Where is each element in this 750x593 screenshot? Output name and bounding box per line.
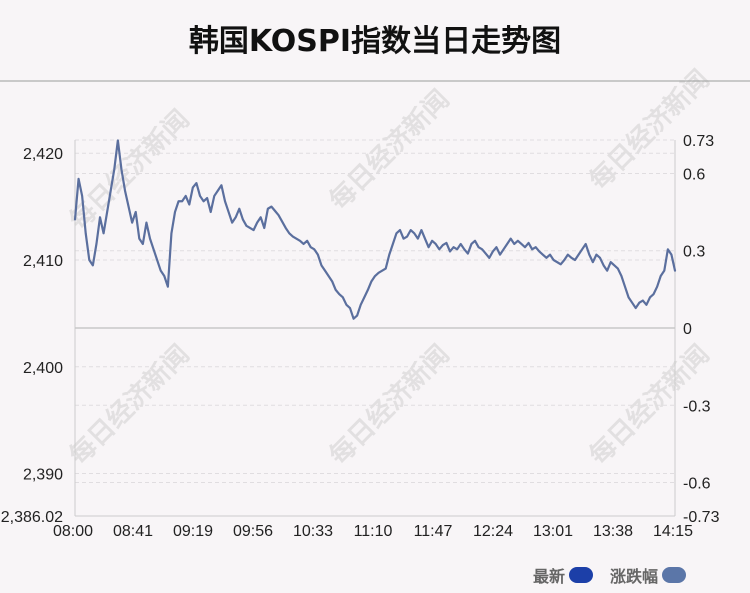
legend-change-label: 涨跌幅 [610,569,659,586]
x-tick-label: 10:33 [293,523,333,540]
y-tick-label-right: -0.6 [683,476,711,493]
y-tick-label-right: 0 [683,321,692,338]
y-tick-label-left: 2,390 [23,467,63,484]
x-tick-label: 08:00 [53,523,93,540]
x-tick-label: 14:15 [653,523,693,540]
legend-latest-swatch [569,567,594,583]
legend-latest-label: 最新 [533,569,566,586]
y-tick-label-right: 0.3 [683,244,705,261]
x-tick-label: 11:47 [414,523,453,540]
y-tick-label-left: 2,420 [23,146,63,163]
x-tick-label: 13:38 [593,523,633,540]
series-line [73,139,677,320]
legend-latest: 最新 [533,563,594,587]
legend-change-swatch [662,567,687,583]
y-tick-label-left: 2,386.02 [1,509,63,526]
x-tick-label: 11:10 [354,523,393,540]
y-tick-label-left: 2,400 [23,360,63,377]
y-tick-label-right: -0.73 [683,509,720,526]
x-tick-label: 09:19 [173,523,213,540]
y-tick-label-left: 2,410 [23,253,63,270]
legend-change: 涨跌幅 [610,563,687,587]
y-tick-label-right: 0.73 [683,133,714,150]
x-tick-label: 12:24 [473,523,513,540]
x-tick-label: 08:41 [113,523,153,540]
x-tick-label: 13:01 [533,523,573,540]
y-tick-label-right: -0.3 [683,398,711,415]
chart-title: 韩国KOSPI指数当日走势图 [188,24,562,59]
y-tick-label-right: 0.6 [683,166,705,183]
x-tick-label: 09:56 [233,523,273,540]
title-divider [0,80,750,82]
